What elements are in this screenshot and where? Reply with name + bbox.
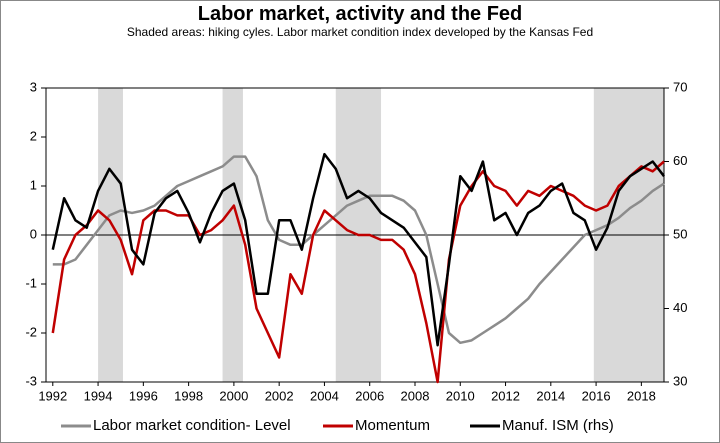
y2-tick-label: 60 bbox=[673, 153, 687, 168]
y-tick-label: 3 bbox=[30, 79, 37, 94]
x-tick-label: 2002 bbox=[265, 388, 294, 403]
y-tick-label: 0 bbox=[30, 226, 37, 241]
chart-subtitle: Shaded areas: hiking cyles. Labor market… bbox=[126, 25, 594, 39]
y-tick-label: 2 bbox=[30, 128, 37, 143]
x-tick-label: 2010 bbox=[446, 388, 475, 403]
x-tick-label: 2000 bbox=[219, 388, 248, 403]
y-tick-label: -1 bbox=[25, 275, 37, 290]
y2-tick-label: 50 bbox=[673, 226, 687, 241]
x-tick-label: 2016 bbox=[582, 388, 611, 403]
chart-title: Labor market, activity and the Fed bbox=[197, 3, 523, 25]
legend-label: Manuf. ISM (rhs) bbox=[502, 417, 614, 434]
y2-tick-label: 30 bbox=[673, 373, 687, 388]
y2-tick-label: 70 bbox=[673, 79, 687, 94]
legend-label: Labor market condition- Level bbox=[93, 417, 291, 434]
series-line bbox=[51, 152, 665, 347]
x-tick-label: 1992 bbox=[38, 388, 67, 403]
x-tick-label: 1998 bbox=[174, 388, 203, 403]
y-tick-label: -3 bbox=[25, 373, 37, 388]
series-line bbox=[51, 160, 665, 384]
legend-label: Momentum bbox=[355, 417, 430, 434]
x-tick-label: 2008 bbox=[401, 388, 430, 403]
x-tick-label: 2004 bbox=[310, 388, 339, 403]
x-tick-label: 2012 bbox=[491, 388, 520, 403]
x-tick-label: 2014 bbox=[536, 388, 565, 403]
header: Labor market, activity and the Fed Shade… bbox=[1, 3, 719, 39]
series-line bbox=[52, 155, 665, 345]
x-tick-label: 2006 bbox=[355, 388, 384, 403]
x-tick-label: 2018 bbox=[627, 388, 656, 403]
y-tick-label: 1 bbox=[30, 177, 37, 192]
x-tick-label: 1994 bbox=[84, 388, 113, 403]
y2-tick-label: 40 bbox=[673, 300, 687, 315]
x-tick-label: 1996 bbox=[129, 388, 158, 403]
y-tick-label: -2 bbox=[25, 324, 37, 339]
